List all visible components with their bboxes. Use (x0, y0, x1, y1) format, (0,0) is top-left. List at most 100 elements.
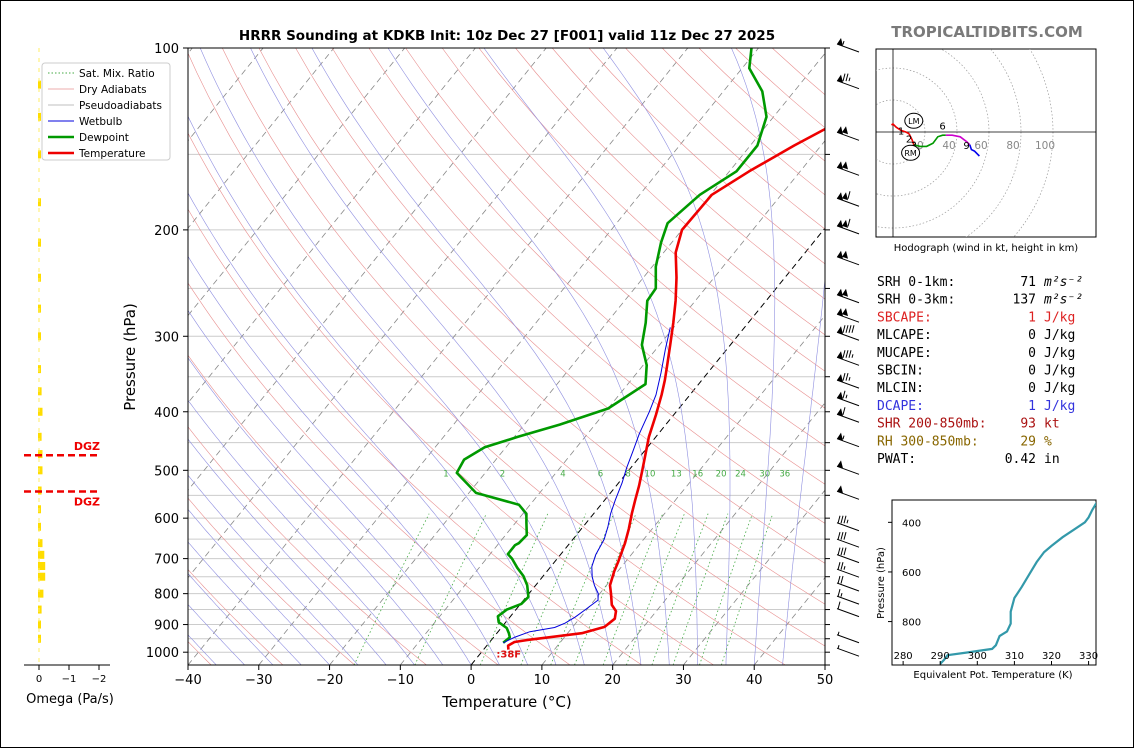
theta-e-line (939, 502, 1096, 665)
barb-flag (837, 161, 843, 170)
hodo-ring-label: 40 (942, 140, 955, 152)
storm-motion-marker (904, 112, 924, 129)
barb-full (842, 407, 846, 415)
barb-flag (837, 408, 843, 417)
hodo-ring-label: 100 (1035, 140, 1055, 152)
dry-adiabat (368, 48, 825, 485)
hodograph-panel: 2040608010012369LMRM (875, 48, 1097, 238)
barb-full (842, 372, 846, 381)
omega-bar (38, 620, 41, 629)
mixing-ratio-line (414, 513, 487, 665)
wind-barb (836, 325, 860, 341)
barb-staff (836, 538, 860, 548)
barb-flag (837, 38, 843, 46)
barb-full (847, 191, 851, 199)
omega-tick-label: 0 (36, 674, 42, 685)
hodo-height-label: 2 (906, 134, 912, 145)
stats-panel: SRH 0-1km: 71 m²s⁻² SRH 0-3km: 137 m²s⁻² SBCAP… (877, 275, 1083, 467)
mixing-ratio-label: 10 (645, 470, 656, 480)
dry-adiabat (478, 48, 825, 372)
x-tick-label: −40 (174, 673, 201, 688)
wind-barb (836, 191, 860, 207)
y-axis-label: Pressure (hPa) (121, 303, 139, 411)
barb-staff (836, 582, 860, 592)
barb-flag (837, 74, 843, 83)
barb-flag (842, 250, 848, 259)
x-tick-label: −10 (387, 673, 414, 688)
wind-barb (836, 532, 860, 548)
barb-flag (837, 374, 843, 383)
mixing-ratio-label: 8 (625, 470, 630, 480)
barb-staff (836, 397, 860, 407)
mixing-ratio-line (672, 513, 729, 665)
hodograph-caption: Hodograph (wind in kt, height in km) (894, 243, 1079, 254)
x-tick-label: 50 (817, 673, 834, 688)
moist-adiabat (188, 192, 528, 665)
barb-staff (836, 634, 860, 644)
theta-e-x-label: Equivalent Pot. Temperature (K) (913, 670, 1072, 681)
theta-y-tick-label: 400 (902, 518, 921, 529)
isotherm (188, 48, 547, 491)
barb-full (845, 350, 849, 358)
dry-adiabat (188, 569, 284, 665)
omega-bar (38, 387, 42, 396)
barb-staff (836, 554, 860, 564)
dry-adiabat (551, 48, 825, 300)
barb-full (842, 350, 846, 358)
hodo-trace (908, 133, 915, 146)
barb-full (840, 515, 844, 524)
dry-adiabat (405, 48, 825, 447)
isotherm (188, 48, 335, 229)
wind-barb (836, 575, 860, 592)
stat-value: 1 (1028, 399, 1036, 414)
legend-label: Wetbulb (79, 116, 123, 128)
wind-barb (836, 601, 860, 618)
barb-full (842, 73, 846, 82)
moist-adiabat (188, 603, 245, 665)
skew-t-axes: −40 −30 −20 −10 0 10 20 30 40 50 100 200 300 400 500 60… (146, 42, 833, 688)
brand-logo: TROPICALTIDBITS.COM (891, 23, 1083, 41)
dry-adiabat (515, 48, 825, 336)
theta-y-tick-label: 600 (902, 568, 921, 579)
theta-x-tick-label: 300 (968, 651, 987, 662)
barb-half (842, 40, 845, 45)
barb-flag (842, 308, 848, 317)
barb-staff (836, 413, 860, 423)
x-tick-label: 0 (467, 673, 475, 688)
barb-flag (842, 161, 848, 170)
stat-value: 0 (1028, 381, 1036, 396)
wind-barb (836, 390, 860, 407)
stat-label: MLCAPE: (877, 328, 932, 343)
moist-adiabat (250, 48, 613, 665)
moist-adiabat (188, 255, 500, 665)
omega-panel: 0 −1 −2 DGZ DGZ (24, 48, 110, 685)
moist-adiabat (782, 275, 825, 665)
stat-value: 1 (1028, 310, 1036, 325)
y-tick-label: 1000 (146, 646, 179, 661)
omega-bar (38, 539, 43, 548)
barb-full (845, 73, 849, 82)
dry-adiabat (188, 354, 499, 665)
barb-staff (836, 595, 860, 605)
barb-full (845, 325, 849, 333)
stat-label: SBCAPE: (877, 310, 932, 325)
wind-barb (836, 562, 860, 578)
barb-staff (836, 197, 860, 207)
barb-flag (842, 288, 848, 297)
wind-barb (836, 372, 860, 389)
y-tick-label: 800 (154, 588, 179, 603)
barb-half (845, 394, 848, 399)
moist-adiabat (188, 541, 302, 665)
x-tick-label: 10 (534, 673, 551, 688)
wind-barb (836, 432, 860, 448)
mixing-ratio-line (699, 513, 753, 665)
mixing-ratio-line (550, 513, 615, 665)
dry-adiabat (258, 48, 825, 605)
barb-full (843, 547, 847, 556)
y-tick-label: 600 (154, 512, 179, 527)
series-wetbulb (502, 327, 671, 644)
mixing-ratio-label: 24 (735, 470, 746, 480)
barb-full (837, 575, 841, 584)
moist-adiabat (188, 573, 274, 665)
moist-adiabat (311, 48, 642, 665)
